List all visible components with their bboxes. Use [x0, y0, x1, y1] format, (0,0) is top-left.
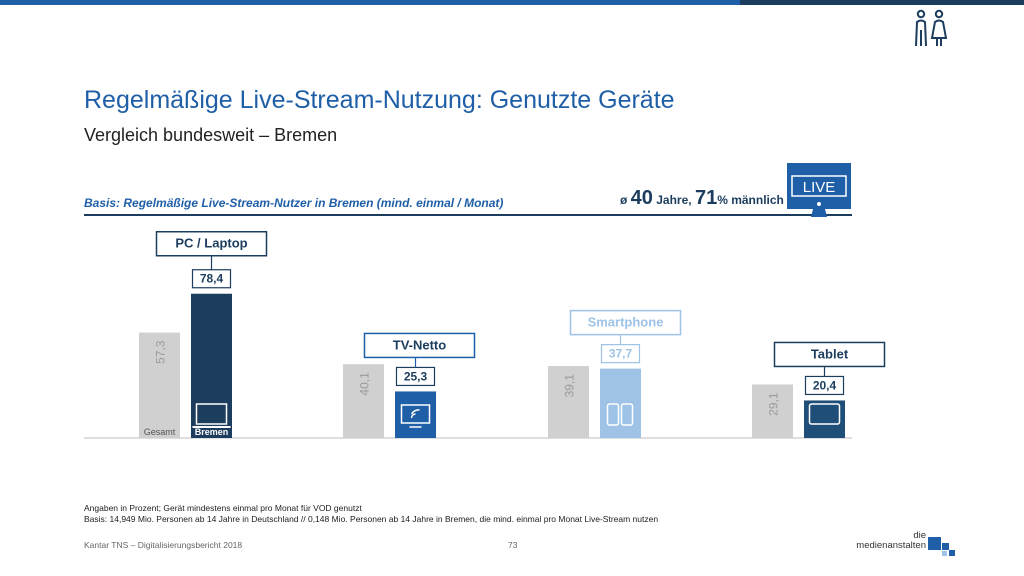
stats-age-unit: Jahre,: [652, 193, 695, 207]
category-box-2: [569, 309, 682, 336]
bar-gesamt-0: [139, 332, 180, 438]
stats-age: 40: [630, 187, 653, 209]
tablet-icon: [808, 403, 841, 425]
smartphone-icon-2: [620, 403, 634, 426]
bar-label-gesamt-1: 40,1: [358, 372, 372, 396]
footnote-units: Angaben in Prozent; Gerät mindestens ein…: [84, 503, 362, 513]
series-label-gesamt: Gesamt: [144, 427, 176, 437]
stats-male: 71: [694, 187, 718, 209]
live-label: LIVE: [803, 179, 836, 196]
page-subtitle: Vergleich bundesweit – Bremen: [84, 125, 338, 145]
bar-bremen-0: [191, 293, 232, 438]
tv-icon-signal: [410, 409, 420, 419]
category-label-2: Smartphone: [588, 315, 664, 330]
bar-gesamt-2: [548, 366, 589, 438]
bar-bremen-2: [600, 368, 641, 438]
bar-label-gesamt-2: 39,1: [563, 374, 577, 398]
bar-label-bremen-2: 37,7: [609, 347, 633, 361]
basis-note: Basis: Regelmäßige Live-Stream-Nutzer in…: [84, 196, 504, 210]
live-tv-icon: LIVE: [787, 163, 851, 217]
page-title: Regelmäßige Live-Stream-Nutzung: Genutzt…: [84, 86, 675, 114]
bar-gesamt-3: [752, 384, 793, 438]
smartphone-icon: [606, 403, 620, 426]
bar-label-bremen-1: 25,3: [404, 369, 428, 383]
category-box-3: [773, 341, 886, 368]
audience-stats: ø 40 Jahre, 71% männlich: [620, 187, 784, 210]
logo-line-1: die: [913, 530, 926, 541]
category-label-0: PC / Laptop: [175, 236, 247, 251]
bar-label-gesamt-0: 57,3: [154, 340, 168, 364]
logo-line-2: medienanstalten: [856, 540, 926, 551]
footnote-basis: Basis: 14,949 Mio. Personen ab 14 Jahre …: [84, 514, 659, 524]
tv-icon: [400, 404, 431, 424]
category-box-1: [363, 332, 476, 359]
stats-prefix: ø: [620, 193, 631, 207]
laptop-icon: [195, 403, 228, 425]
medienanstalten-logo: [928, 537, 955, 556]
people-icon: [915, 9, 948, 47]
bar-gesamt-1: [343, 364, 384, 438]
footer-source: Kantar TNS – Digitalisierungsbericht 201…: [84, 540, 243, 550]
category-box-0: [155, 230, 268, 257]
header-rule: [84, 214, 852, 216]
series-label-bremen: Bremen: [195, 427, 229, 437]
top-accent-bar: [0, 0, 1024, 5]
category-label-1: TV-Netto: [393, 337, 447, 352]
category-label-3: Tablet: [811, 346, 849, 361]
bar-label-bremen-3: 20,4: [813, 378, 837, 392]
top-accent-bar-dark: [740, 0, 1024, 5]
logo-text: die medienanstalten: [850, 531, 926, 551]
stats-male-unit: % männlich: [717, 193, 784, 207]
page-number: 73: [508, 540, 518, 550]
bar-bremen-3: [804, 400, 845, 438]
bar-label-gesamt-3: 29,1: [767, 392, 781, 416]
bar-label-bremen-0: 78,4: [200, 272, 224, 286]
